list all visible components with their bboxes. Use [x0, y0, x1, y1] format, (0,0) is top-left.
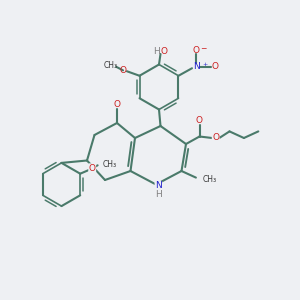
Text: CH₃: CH₃ [203, 175, 217, 184]
Text: −: − [200, 44, 206, 53]
Text: N: N [155, 182, 162, 190]
Text: H: H [155, 190, 162, 199]
Text: CH₃: CH₃ [103, 160, 117, 169]
Text: O: O [113, 100, 121, 109]
Text: CH₃: CH₃ [104, 61, 118, 70]
Text: O: O [119, 66, 127, 75]
Text: N: N [193, 62, 200, 71]
Text: O: O [193, 46, 200, 55]
Text: O: O [212, 134, 219, 142]
Text: O: O [161, 47, 168, 56]
Text: O: O [196, 116, 203, 125]
Text: H: H [153, 47, 159, 56]
Text: O: O [212, 62, 219, 71]
Text: +: + [202, 62, 208, 67]
Text: O: O [89, 164, 96, 173]
